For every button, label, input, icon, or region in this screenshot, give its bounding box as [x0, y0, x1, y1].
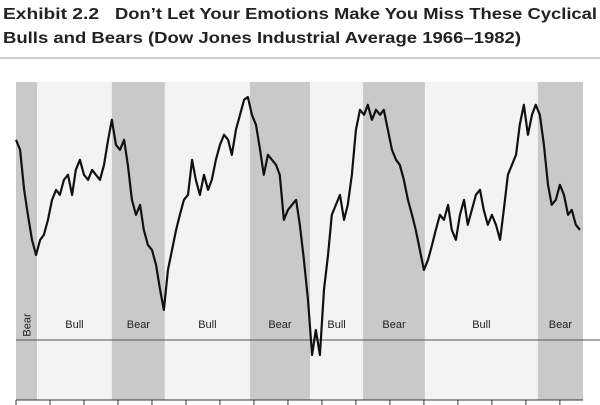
- region-label: Bull: [198, 319, 216, 331]
- region-label: Bear: [549, 319, 573, 331]
- exhibit-label: Exhibit 2.2: [3, 6, 99, 23]
- region: [16, 82, 38, 400]
- dow-line: [14, 95, 581, 357]
- plot-area: Bear Bull Bear Bull Bear Bull Bear Bull Bear: [14, 82, 600, 405]
- chart-title: Bulls and Bears (Dow Jones Industrial Av…: [3, 30, 521, 47]
- region: [249, 82, 311, 400]
- region-label: Bear: [382, 319, 406, 331]
- region: [537, 82, 583, 400]
- region-label: Bear: [127, 319, 151, 331]
- region-label: Bull: [327, 319, 345, 331]
- region-label: Bear: [268, 319, 292, 331]
- region: [424, 82, 538, 400]
- region-label: Bull: [472, 319, 490, 331]
- region: [37, 82, 112, 400]
- region: [164, 82, 250, 400]
- chart-title: Don’t Let Your Emotions Make You Miss Th…: [115, 6, 597, 23]
- region: [111, 82, 165, 400]
- region: [363, 82, 425, 400]
- region-label: Bear: [22, 313, 34, 337]
- region-label: Bull: [65, 319, 83, 331]
